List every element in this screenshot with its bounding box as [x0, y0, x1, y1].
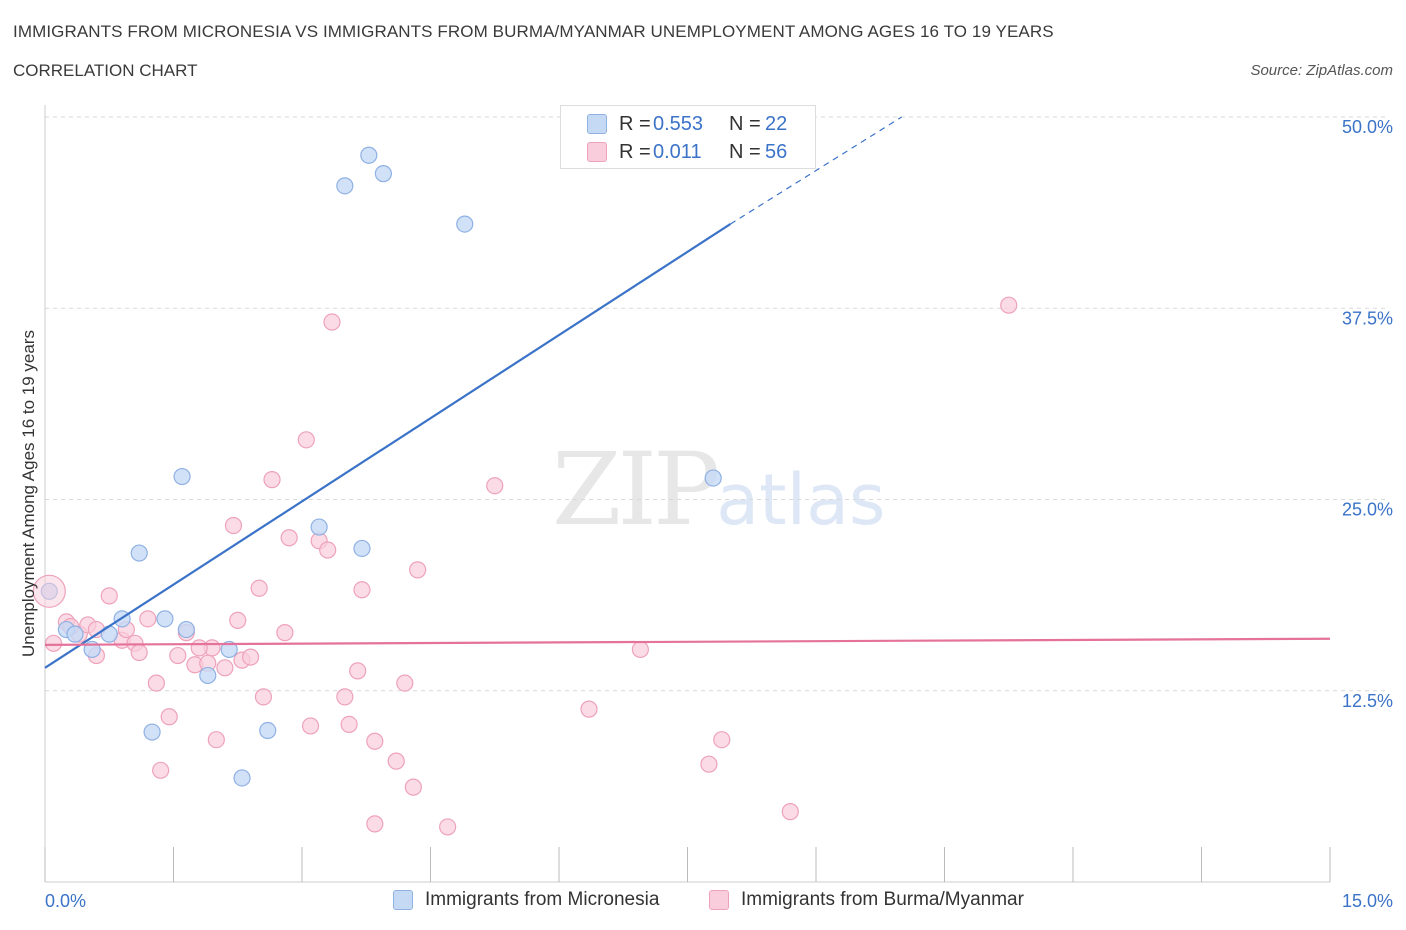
trendline-burma — [44, 637, 1331, 646]
bottom-legend-label-micronesia: Immigrants from Micronesia — [425, 889, 660, 910]
point-burma — [404, 778, 422, 796]
point-burma — [229, 611, 247, 629]
point-burma — [366, 732, 384, 750]
bottom-legend-micronesia: Immigrants from Micronesia — [393, 889, 659, 911]
point-burma — [242, 648, 260, 666]
point-burma — [216, 659, 234, 677]
points-layer — [32, 146, 1018, 836]
point-micronesia — [374, 165, 392, 183]
point-micronesia — [259, 721, 277, 740]
stats-legend: R = 0.553 N = 22 R = 0.011 N = 56 — [560, 105, 816, 169]
point-burma — [349, 662, 367, 680]
point-burma — [323, 313, 341, 331]
point-burma — [147, 674, 165, 692]
point-cluster-large — [32, 574, 66, 608]
point-micronesia — [130, 544, 148, 562]
point-burma — [207, 731, 225, 749]
legend-n-value: 22 — [765, 112, 788, 135]
point-burma — [301, 717, 320, 735]
legend-row-micronesia: R = 0.553 N = 22 — [587, 112, 787, 136]
point-burma — [580, 700, 598, 718]
source-label: Source: ZipAtlas.com — [1250, 62, 1393, 79]
point-burma — [297, 431, 315, 449]
point-burma — [263, 471, 281, 489]
point-burma — [224, 516, 243, 535]
point-micronesia — [310, 518, 328, 536]
trend-layer — [44, 116, 1331, 669]
chart-subtitle: CORRELATION CHART — [13, 61, 198, 80]
point-micronesia — [156, 610, 174, 628]
point-micronesia — [66, 625, 84, 643]
point-burma — [44, 634, 63, 652]
point-micronesia — [173, 467, 191, 486]
point-burma — [1000, 296, 1018, 314]
point-burma — [439, 818, 457, 836]
y-tick-label: 12.5% — [1342, 691, 1393, 711]
y-tick-label: 25.0% — [1342, 500, 1393, 520]
point-micronesia — [220, 640, 238, 659]
legend-swatch-blue — [587, 114, 607, 134]
point-burma — [781, 803, 799, 821]
point-burma — [486, 477, 504, 495]
point-burma — [396, 674, 414, 692]
point-burma — [276, 624, 294, 642]
point-burma — [409, 561, 427, 579]
watermark-zip: ZIP — [552, 431, 720, 548]
point-burma — [130, 643, 148, 662]
point-micronesia — [177, 620, 195, 639]
x-tick-label-max: 15.0% — [1342, 891, 1393, 911]
bottom-legend-label-burma: Immigrants from Burma/Myanmar — [741, 889, 1024, 910]
point-micronesia — [143, 723, 161, 741]
y-axis-title: Unemployment Among Ages 16 to 19 years — [19, 330, 38, 657]
point-burma — [366, 815, 384, 833]
point-micronesia — [456, 215, 474, 233]
grid-layer — [45, 116, 1385, 692]
point-burma — [336, 688, 354, 706]
point-burma — [280, 529, 298, 547]
point-micronesia — [360, 146, 378, 164]
point-burma — [700, 755, 718, 773]
point-burma — [353, 581, 371, 599]
point-burma — [139, 610, 157, 628]
bottom-legend-burma: Immigrants from Burma/Myanmar — [709, 889, 1024, 911]
point-burma — [190, 639, 208, 657]
chart-title: IMMIGRANTS FROM MICRONESIA VS IMMIGRANTS… — [13, 22, 1054, 41]
point-burma — [100, 587, 118, 605]
point-micronesia — [704, 469, 722, 487]
label-layer: 12.5% 25.0% 37.5% 50.0% 0.0% 15.0% Unemploymen… — [19, 117, 1393, 911]
legend-r-value: 0.553 — [653, 112, 704, 135]
point-burma — [319, 541, 337, 559]
point-burma — [713, 731, 731, 749]
legend-r-label: R = — [619, 112, 651, 135]
point-burma — [254, 688, 273, 706]
axis-layer — [44, 105, 1331, 883]
bottom-legend-swatch-pink — [709, 890, 729, 910]
legend-n-value: 56 — [765, 140, 788, 163]
trendline-micronesia-extension — [730, 116, 902, 225]
point-micronesia — [336, 177, 354, 195]
point-burma — [169, 646, 187, 665]
point-burma — [160, 708, 178, 726]
legend-n-label: N = — [729, 112, 761, 135]
point-burma — [631, 640, 649, 659]
point-burma — [387, 752, 405, 770]
x-tick-label-min: 0.0% — [45, 891, 86, 911]
legend-r-value: 0.011 — [653, 140, 702, 163]
legend-row-burma: R = 0.011 N = 56 — [587, 140, 787, 164]
legend-n-label: N = — [729, 140, 761, 163]
point-burma — [340, 715, 358, 734]
point-burma — [250, 579, 268, 597]
point-burma — [152, 761, 170, 779]
y-tick-label: 37.5% — [1342, 308, 1393, 328]
bottom-legend-swatch-blue — [393, 890, 413, 910]
point-micronesia — [233, 769, 251, 787]
trendline-micronesia — [44, 223, 731, 669]
legend-swatch-pink — [587, 142, 607, 162]
legend-r-label: R = — [619, 140, 651, 163]
y-tick-label: 50.0% — [1342, 117, 1393, 137]
point-micronesia — [353, 539, 371, 558]
point-micronesia — [199, 666, 217, 685]
